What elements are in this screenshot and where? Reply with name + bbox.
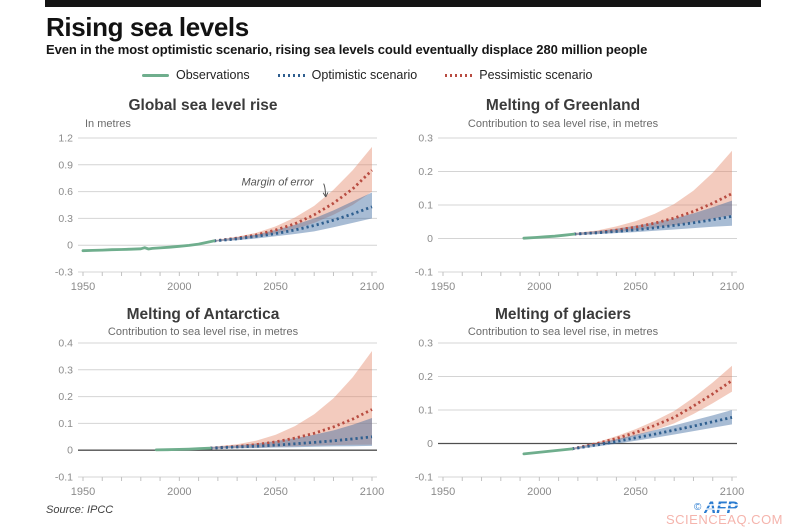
watermark: SCIENCEAQ.COM <box>666 512 784 527</box>
chart-title: Melting of Antarctica <box>127 306 280 323</box>
afp-logo: © AFP <box>694 498 751 516</box>
legend: Observations Optimistic scenario Pessimi… <box>142 66 592 84</box>
pessimistic-band <box>214 146 372 242</box>
y-tick-label: 0.6 <box>58 186 73 198</box>
x-tick-label: 2100 <box>720 486 744 498</box>
observations-line-swatch <box>142 73 169 77</box>
y-tick-label: 0.2 <box>418 166 433 178</box>
antarctica-plot: Melting of Antarctica Contribution to se… <box>55 306 384 498</box>
y-tick-label: 0 <box>427 233 433 245</box>
chart-subtitle: In metres <box>85 118 131 130</box>
chart-subtitle: Contribution to sea level rise, in metre… <box>468 326 659 338</box>
x-tick-label: 1950 <box>431 281 455 293</box>
y-tick-label: 0 <box>427 438 433 450</box>
annotation-arrowhead <box>322 192 327 198</box>
pessimistic-band <box>210 351 372 449</box>
copyright-icon: © <box>694 501 702 513</box>
x-tick-label: 2050 <box>263 281 287 293</box>
x-tick-label: 2000 <box>527 486 551 498</box>
x-tick-label: 2050 <box>263 486 287 498</box>
chart-global-sea-level: Global sea level rise In metres -0.3 0 0.3… <box>40 94 390 299</box>
y-tick-label: 0.9 <box>58 159 73 171</box>
top-accent-bar <box>45 0 761 7</box>
afp-wordmark: AFP <box>704 498 751 516</box>
x-tick-label: 2100 <box>360 486 384 498</box>
x-tick-label: 2050 <box>623 486 647 498</box>
x-tick-label: 1950 <box>71 281 95 293</box>
y-tick-label: 0.3 <box>58 213 73 225</box>
greenland-plot: Melting of Greenland Contribution to sea… <box>415 97 744 293</box>
y-tick-label: 0.1 <box>58 418 73 430</box>
chart-subtitle: Contribution to sea level rise, in metre… <box>108 326 299 338</box>
page-title: Rising sea levels <box>46 12 249 42</box>
observations-line <box>81 239 216 253</box>
chart-title: Global sea level rise <box>128 97 277 114</box>
pessimistic-line <box>210 408 373 450</box>
y-tick-label: -0.1 <box>415 267 433 279</box>
y-tick-label: -0.1 <box>415 472 433 484</box>
legend-label-observations: Observations <box>176 68 250 82</box>
optimistic-line-swatch <box>277 73 305 77</box>
margin-of-error-annotation: Margin of error <box>242 177 315 189</box>
annotation-arrowhead <box>325 192 329 198</box>
legend-item-optimistic: Optimistic scenario <box>277 68 418 82</box>
y-tick-label: 0.1 <box>418 405 433 417</box>
charts-grid: Global sea level rise In metres -0.3 0 0.3… <box>40 94 750 504</box>
chart-antarctica: Melting of Antarctica Contribution to se… <box>40 299 390 504</box>
x-tick-label: 2000 <box>167 281 191 293</box>
pessimistic-band <box>572 365 732 450</box>
y-tick-label: 0.3 <box>418 338 433 350</box>
legend-label-pessimistic: Pessimistic scenario <box>479 68 593 82</box>
x-tick-label: 2050 <box>623 281 647 293</box>
y-tick-label: 1.2 <box>58 133 73 145</box>
source-label: Source: IPCC <box>46 504 114 516</box>
observations-line <box>154 446 212 452</box>
y-tick-label: -0.1 <box>55 472 73 484</box>
x-tick-label: 2100 <box>360 281 384 293</box>
optimistic-line <box>571 416 733 451</box>
afp-text: AFP <box>704 498 739 516</box>
x-tick-label: 1950 <box>71 486 95 498</box>
chart-greenland: Melting of Greenland Contribution to sea… <box>400 94 750 299</box>
annotation-arrow <box>323 183 327 197</box>
y-tick-label: 0.1 <box>418 200 433 212</box>
y-tick-label: 0.2 <box>58 391 73 403</box>
y-tick-label: 0.2 <box>418 371 433 383</box>
x-tick-label: 1950 <box>431 486 455 498</box>
chart-glaciers: Melting of glaciers Contribution to sea … <box>400 299 750 504</box>
chart-subtitle: Contribution to sea level rise, in metre… <box>468 118 659 130</box>
y-tick-label: -0.3 <box>55 267 73 279</box>
legend-item-observations: Observations <box>142 68 250 82</box>
y-tick-label: 0.4 <box>58 338 73 350</box>
optimistic-band <box>574 200 732 236</box>
optimistic-line <box>210 435 373 450</box>
glaciers-plot: Melting of glaciers Contribution to sea … <box>415 306 744 498</box>
global-sea-level-plot: Global sea level rise In metres -0.3 0 0.3… <box>55 97 384 293</box>
pessimistic-band <box>574 150 732 236</box>
chart-title: Melting of glaciers <box>495 306 631 323</box>
legend-label-optimistic: Optimistic scenario <box>311 68 418 82</box>
afp-stripe <box>704 504 751 506</box>
y-tick-label: 0.3 <box>58 364 73 376</box>
observations-line <box>522 232 576 240</box>
observations-line <box>522 447 574 456</box>
pessimistic-line-swatch <box>445 73 473 77</box>
pessimistic-line <box>571 379 733 451</box>
page-subtitle: Even in the most optimistic scenario, ri… <box>46 42 648 57</box>
legend-item-pessimistic: Pessimistic scenario <box>445 68 592 82</box>
x-tick-label: 2100 <box>720 281 744 293</box>
y-tick-label: 0 <box>67 240 73 252</box>
x-tick-label: 2000 <box>167 486 191 498</box>
y-tick-label: 0.3 <box>418 133 433 145</box>
y-tick-label: 0 <box>67 445 73 457</box>
afp-stripe <box>704 508 751 510</box>
pessimistic-line <box>573 192 733 236</box>
chart-title: Melting of Greenland <box>486 97 640 114</box>
x-tick-label: 2000 <box>527 281 551 293</box>
